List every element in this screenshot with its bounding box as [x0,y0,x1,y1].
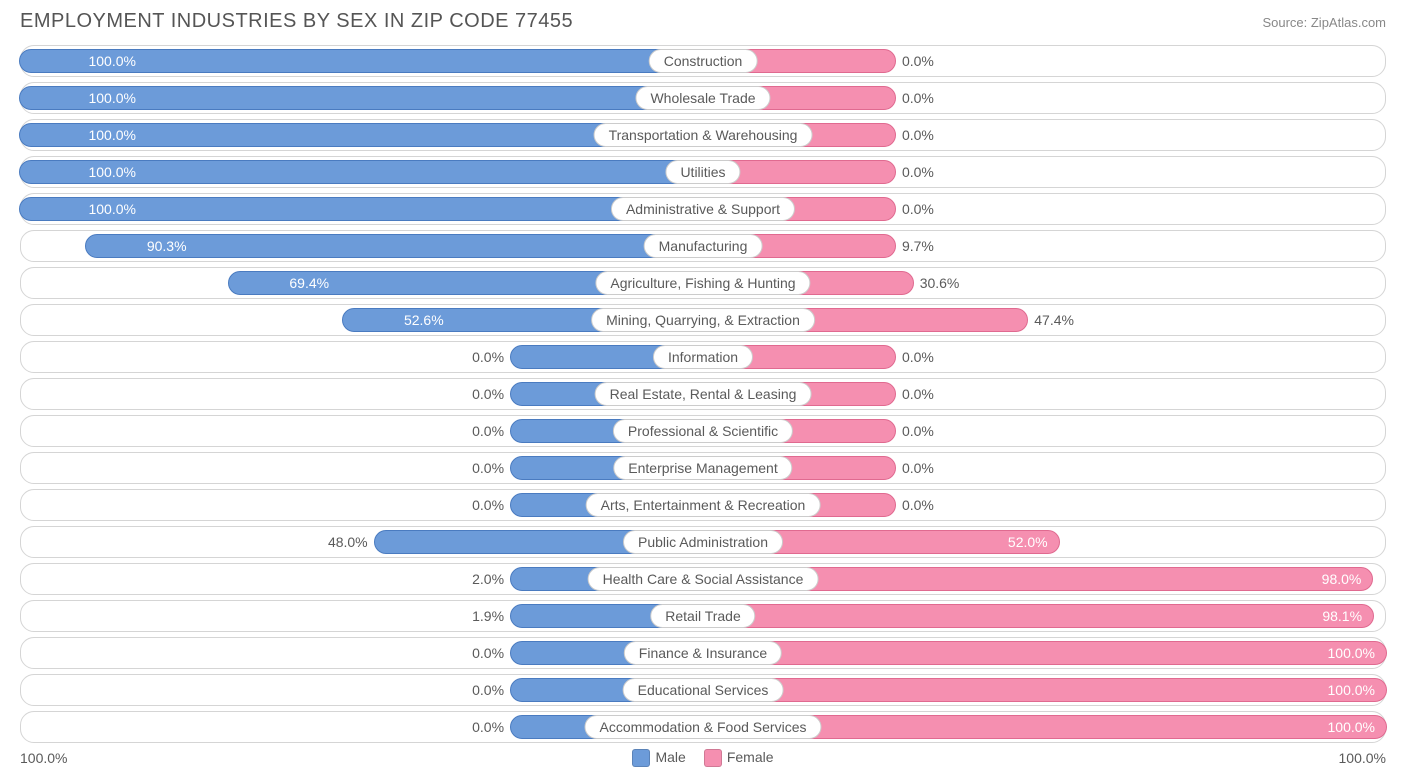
female-value: 0.0% [894,83,934,113]
category-label: Accommodation & Food Services [585,715,822,739]
female-value: 0.0% [894,453,934,483]
category-label: Administrative & Support [611,197,795,221]
chart-row: 0.0% 0.0% Real Estate, Rental & Leasing [20,378,1386,410]
legend-female-label: Female [727,749,774,765]
legend: Male Female [632,749,773,767]
female-bar [703,678,1387,702]
category-label: Educational Services [623,678,784,702]
female-bar [703,604,1374,628]
category-label: Transportation & Warehousing [594,123,813,147]
male-value: 0.0% [472,416,512,446]
female-value: 0.0% [894,46,934,76]
chart-row: 0.0% 0.0% Enterprise Management [20,452,1386,484]
category-label: Retail Trade [650,604,755,628]
chart-row: 52.6% 47.4% Mining, Quarrying, & Extractio… [20,304,1386,336]
category-label: Information [653,345,753,369]
category-label: Health Care & Social Assistance [588,567,819,591]
male-value: 90.3% [137,231,187,261]
chart-row: 90.3% 9.7% Manufacturing [20,230,1386,262]
legend-female: Female [704,749,774,767]
male-value: 1.9% [472,601,512,631]
chart-row: 0.0% 0.0% Information [20,341,1386,373]
male-value: 0.0% [472,490,512,520]
legend-male-label: Male [655,749,685,765]
male-value: 69.4% [279,268,329,298]
chart-row: 0.0% 100.0% Accommodation & Food Services [20,711,1386,743]
chart-row: 0.0% 0.0% Arts, Entertainment & Recreation [20,489,1386,521]
female-value: 52.0% [1008,527,1058,557]
female-value: 9.7% [894,231,934,261]
chart-row: 100.0% 0.0% Administrative & Support [20,193,1386,225]
female-value: 0.0% [894,120,934,150]
category-label: Public Administration [623,530,783,554]
category-label: Real Estate, Rental & Leasing [595,382,812,406]
male-swatch-icon [632,749,650,767]
female-value: 0.0% [894,490,934,520]
chart-row: 1.9% 98.1% Retail Trade [20,600,1386,632]
chart-source: Source: ZipAtlas.com [1262,15,1386,30]
female-value: 98.0% [1322,564,1372,594]
male-value: 100.0% [78,46,135,76]
chart-row: 48.0% 52.0% Public Administration [20,526,1386,558]
female-value: 98.1% [1322,601,1372,631]
chart-header: EMPLOYMENT INDUSTRIES BY SEX IN ZIP CODE… [20,10,1386,33]
chart-row: 69.4% 30.6% Agriculture, Fishing & Hunting [20,267,1386,299]
female-value: 0.0% [894,379,934,409]
chart-row: 100.0% 0.0% Construction [20,45,1386,77]
male-value: 48.0% [328,527,376,557]
category-label: Professional & Scientific [613,419,793,443]
male-value: 0.0% [472,675,512,705]
chart-row: 100.0% 0.0% Wholesale Trade [20,82,1386,114]
category-label: Finance & Insurance [624,641,782,665]
male-value: 0.0% [472,342,512,372]
female-swatch-icon [704,749,722,767]
male-value: 100.0% [78,194,135,224]
chart-row: 100.0% 0.0% Utilities [20,156,1386,188]
axis-right-label: 100.0% [1339,750,1386,766]
male-value: 0.0% [472,712,512,742]
category-label: Construction [649,49,758,73]
category-label: Arts, Entertainment & Recreation [586,493,821,517]
female-value: 0.0% [894,416,934,446]
male-value: 52.6% [394,305,444,335]
category-label: Manufacturing [644,234,763,258]
female-value: 100.0% [1328,638,1385,668]
female-value: 30.6% [912,268,960,298]
female-value: 100.0% [1328,675,1385,705]
female-value: 0.0% [894,342,934,372]
category-label: Agriculture, Fishing & Hunting [595,271,810,295]
female-bar [703,641,1387,665]
male-value: 0.0% [472,379,512,409]
chart-footer: 100.0% Male Female 100.0% [20,749,1386,767]
category-label: Wholesale Trade [635,86,770,110]
axis-left-label: 100.0% [20,750,67,766]
chart-row: 0.0% 100.0% Finance & Insurance [20,637,1386,669]
category-label: Mining, Quarrying, & Extraction [591,308,815,332]
female-value: 47.4% [1026,305,1074,335]
category-label: Enterprise Management [613,456,792,480]
female-value: 0.0% [894,194,934,224]
male-value: 0.0% [472,453,512,483]
diverging-bar-chart: 100.0% 0.0% Construction 100.0% 0.0% Wholesal… [20,45,1386,743]
chart-row: 0.0% 0.0% Professional & Scientific [20,415,1386,447]
male-value: 100.0% [78,83,135,113]
chart-row: 0.0% 100.0% Educational Services [20,674,1386,706]
category-label: Utilities [665,160,740,184]
male-value: 0.0% [472,638,512,668]
female-value: 0.0% [894,157,934,187]
male-value: 2.0% [472,564,512,594]
male-value: 100.0% [78,157,135,187]
legend-male: Male [632,749,685,767]
chart-row: 100.0% 0.0% Transportation & Warehousing [20,119,1386,151]
chart-row: 2.0% 98.0% Health Care & Social Assistance [20,563,1386,595]
female-value: 100.0% [1328,712,1385,742]
male-value: 100.0% [78,120,135,150]
chart-title: EMPLOYMENT INDUSTRIES BY SEX IN ZIP CODE… [20,10,573,33]
